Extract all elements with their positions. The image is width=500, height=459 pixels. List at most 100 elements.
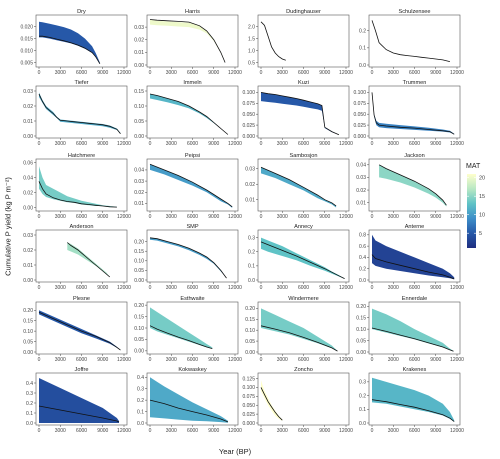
panel-title: SMP [186,224,198,230]
x-tick-label: 12000 [117,285,131,291]
y-tick-label: 0.02 [23,248,33,254]
x-tick-label: 0 [38,357,41,363]
y-tick-label: 0.4 [137,375,144,381]
y-tick-label: 0.4 [359,255,366,261]
y-tick-label: 0.02 [245,182,255,188]
y-tick-label: 0.0 [359,421,366,427]
y-tick-label: 0.10 [134,259,144,265]
panel: Windermere 0.00 0.05 0.10 0.15 0.20 0 3000 6000 9… [245,296,353,363]
panel-title: Zoncho [294,367,313,373]
panel-frame [257,14,350,68]
panel-title: Windermere [288,296,318,302]
x-tick-label: 3000 [55,357,66,363]
panel: Krakenes 0.0 0.1 0.2 0.3 0 3000 6000 9000 12000 [359,367,464,434]
median-line [38,181,117,208]
x-tick-label: 12000 [450,285,464,291]
x-tick-label: 6000 [76,285,87,291]
panel: Trummen 0.000 0.025 0.050 0.075 0.100 0 3000 600… [353,80,464,147]
y-tick-label: 0.00 [134,134,144,140]
x-tick-label: 0 [260,214,263,220]
x-tick-label: 9000 [97,285,108,291]
x-tick-label: 9000 [319,141,330,147]
uncertainty-band [150,164,233,208]
panel: Annecy 0.0 0.1 0.2 0.3 0 3000 6000 9000 12000 [248,224,353,291]
y-tick-label: 0.02 [356,188,366,194]
x-tick-label: 3000 [277,70,288,76]
median-line [149,163,233,208]
y-tick-label: 0.02 [134,38,144,44]
panel-title: Dudinghauser [286,9,321,15]
x-tick-label: 12000 [117,357,131,363]
panel: Anterne 0.0 0.2 0.4 0.6 0.8 0 3000 6000 9000 12000 [359,224,464,291]
x-tick-label: 3000 [388,285,399,291]
x-tick-label: 9000 [97,428,108,434]
x-tick-label: 0 [260,141,263,147]
uncertainty-band [150,377,228,423]
y-tick-label: 0.0 [359,278,366,284]
y-tick-label: 0.15 [134,314,144,320]
legend-tick-label: 20 [479,176,485,182]
y-tick-label: 0.03 [23,89,33,95]
median-line [149,19,226,63]
y-tick-label: 0.010 [20,48,33,54]
panel-frame [368,14,461,68]
y-tick-label: 0.050 [353,112,366,118]
y-tick-label: 0.1 [26,411,33,417]
y-tick-label: 0.050 [242,112,255,118]
uncertainty-band [372,377,455,422]
legend-title: MAT [466,163,481,170]
panel-title: Krakenes [403,367,427,373]
x-tick-label: 6000 [187,214,198,220]
x-tick-label: 9000 [208,214,219,220]
x-tick-label: 3000 [166,428,177,434]
x-tick-label: 0 [38,428,41,434]
y-tick-label: 0.20 [134,239,144,245]
y-tick-label: 0.000 [242,421,255,427]
x-tick-label: 12000 [450,357,464,363]
x-tick-label: 12000 [228,357,242,363]
x-tick-label: 6000 [298,357,309,363]
y-tick-label: 0.05 [23,339,33,345]
x-tick-label: 0 [38,285,41,291]
y-tick-label: 0.020 [20,24,33,30]
x-tick-label: 0 [149,141,152,147]
median-line [38,93,121,135]
panel-title: Esthwaite [180,296,204,302]
x-tick-label: 6000 [298,285,309,291]
y-tick-label: 0.05 [245,339,255,345]
uncertainty-band [39,166,117,208]
y-tick-label: 0.1 [359,407,366,413]
y-tick-label: 0.03 [356,175,366,181]
x-tick-label: 3000 [277,428,288,434]
panel-title: Dry [77,9,86,15]
x-tick-label: 12000 [450,70,464,76]
y-tick-label: 0.10 [134,326,144,332]
x-tick-label: 0 [149,357,152,363]
y-tick-label: 0.000 [242,134,255,140]
legend-tick-label: 10 [479,213,485,219]
y-tick-label: 0.075 [242,101,255,107]
x-tick-label: 0 [260,428,263,434]
x-tick-label: 0 [149,214,152,220]
panel-frame [35,301,128,355]
median-line [149,325,213,349]
y-tick-label: 0.075 [353,101,366,107]
panel-title: Sambosjon [290,153,318,159]
x-tick-label: 9000 [319,70,330,76]
x-tick-label: 12000 [228,214,242,220]
x-tick-label: 0 [260,285,263,291]
x-tick-label: 9000 [430,285,441,291]
panel-frame [146,85,239,139]
x-tick-label: 0 [38,214,41,220]
panel-title: Trummen [403,80,427,86]
y-tick-label: 0.20 [245,306,255,312]
x-tick-label: 3000 [388,70,399,76]
y-tick-label: 0.0 [137,421,144,427]
panel: SMP 0.00 0.05 0.10 0.15 0.20 0 3000 6000 9000 1200… [134,224,242,291]
panel-title: Tiefer [74,80,88,86]
panel: Dry 0.005 0.010 0.015 0.020 0 3000 6000 9000 1200… [20,9,131,76]
y-tick-label: 0.15 [134,89,144,95]
uncertainty-band [39,378,119,423]
panel: Hatchmere 0.00 0.02 0.04 0.06 0 3000 6000 9000 12… [23,153,131,220]
median-line [149,399,229,423]
